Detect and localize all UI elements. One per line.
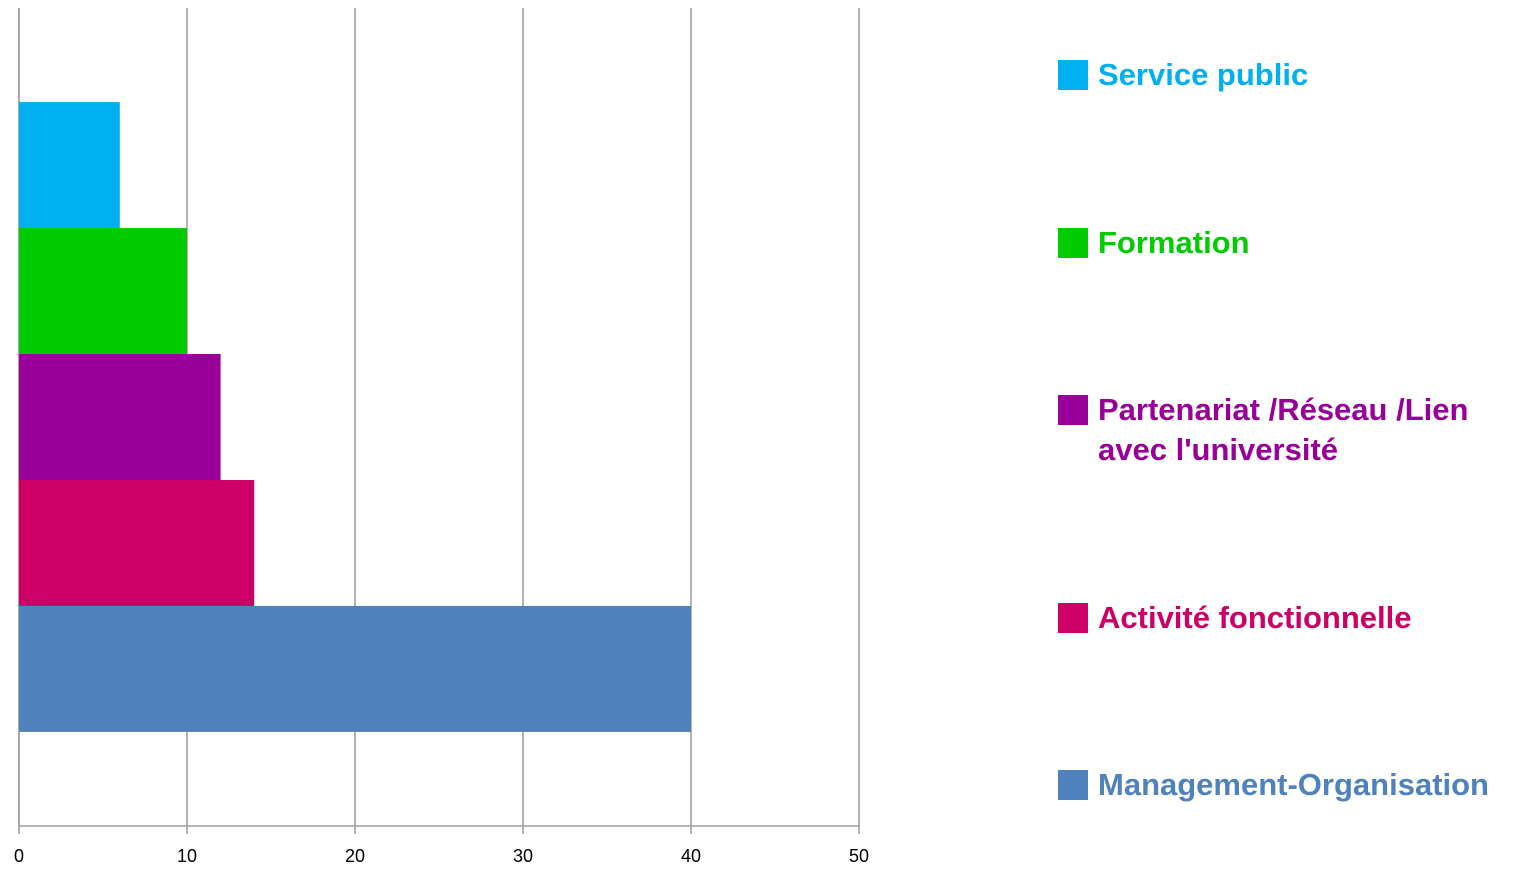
legend: Service public Formation Partenariat /Rése… (1058, 55, 1536, 805)
bar (19, 354, 221, 480)
chart: 0 10 20 30 40 50 (14, 8, 869, 866)
legend-label: Activité fonctionnelle (1098, 599, 1412, 635)
x-tick-label: 20 (345, 846, 365, 866)
bar (19, 605, 691, 732)
legend-label: Partenariat /Réseau /Lien avec l'univers… (1098, 392, 1469, 467)
legend-swatch (1058, 770, 1088, 800)
x-tick-label: 40 (681, 846, 701, 866)
legend-label: Management-Organisation (1098, 767, 1489, 802)
legend-item: Activité fonctionnelle (1058, 598, 1536, 638)
legend-item: Partenariat /Réseau /Lien avec l'univers… (1058, 390, 1536, 470)
legend-swatch (1058, 602, 1088, 633)
legend-item: Service public (1058, 55, 1536, 95)
x-tick-label: 0 (14, 846, 24, 866)
legend-swatch (1058, 60, 1088, 90)
legend-label: Service public (1098, 57, 1309, 92)
legend-swatch (1058, 227, 1088, 258)
bar (19, 228, 187, 355)
legend-item: Formation (1058, 223, 1536, 263)
legend-label: Formation (1098, 224, 1250, 260)
x-tick-label: 10 (177, 846, 197, 866)
legend-item: Management-Organisation (1058, 765, 1536, 805)
x-tick-label: 30 (513, 846, 533, 866)
bar (19, 102, 120, 229)
x-tick-label: 50 (849, 846, 869, 866)
legend-swatch (1058, 395, 1088, 425)
bar (19, 479, 255, 606)
